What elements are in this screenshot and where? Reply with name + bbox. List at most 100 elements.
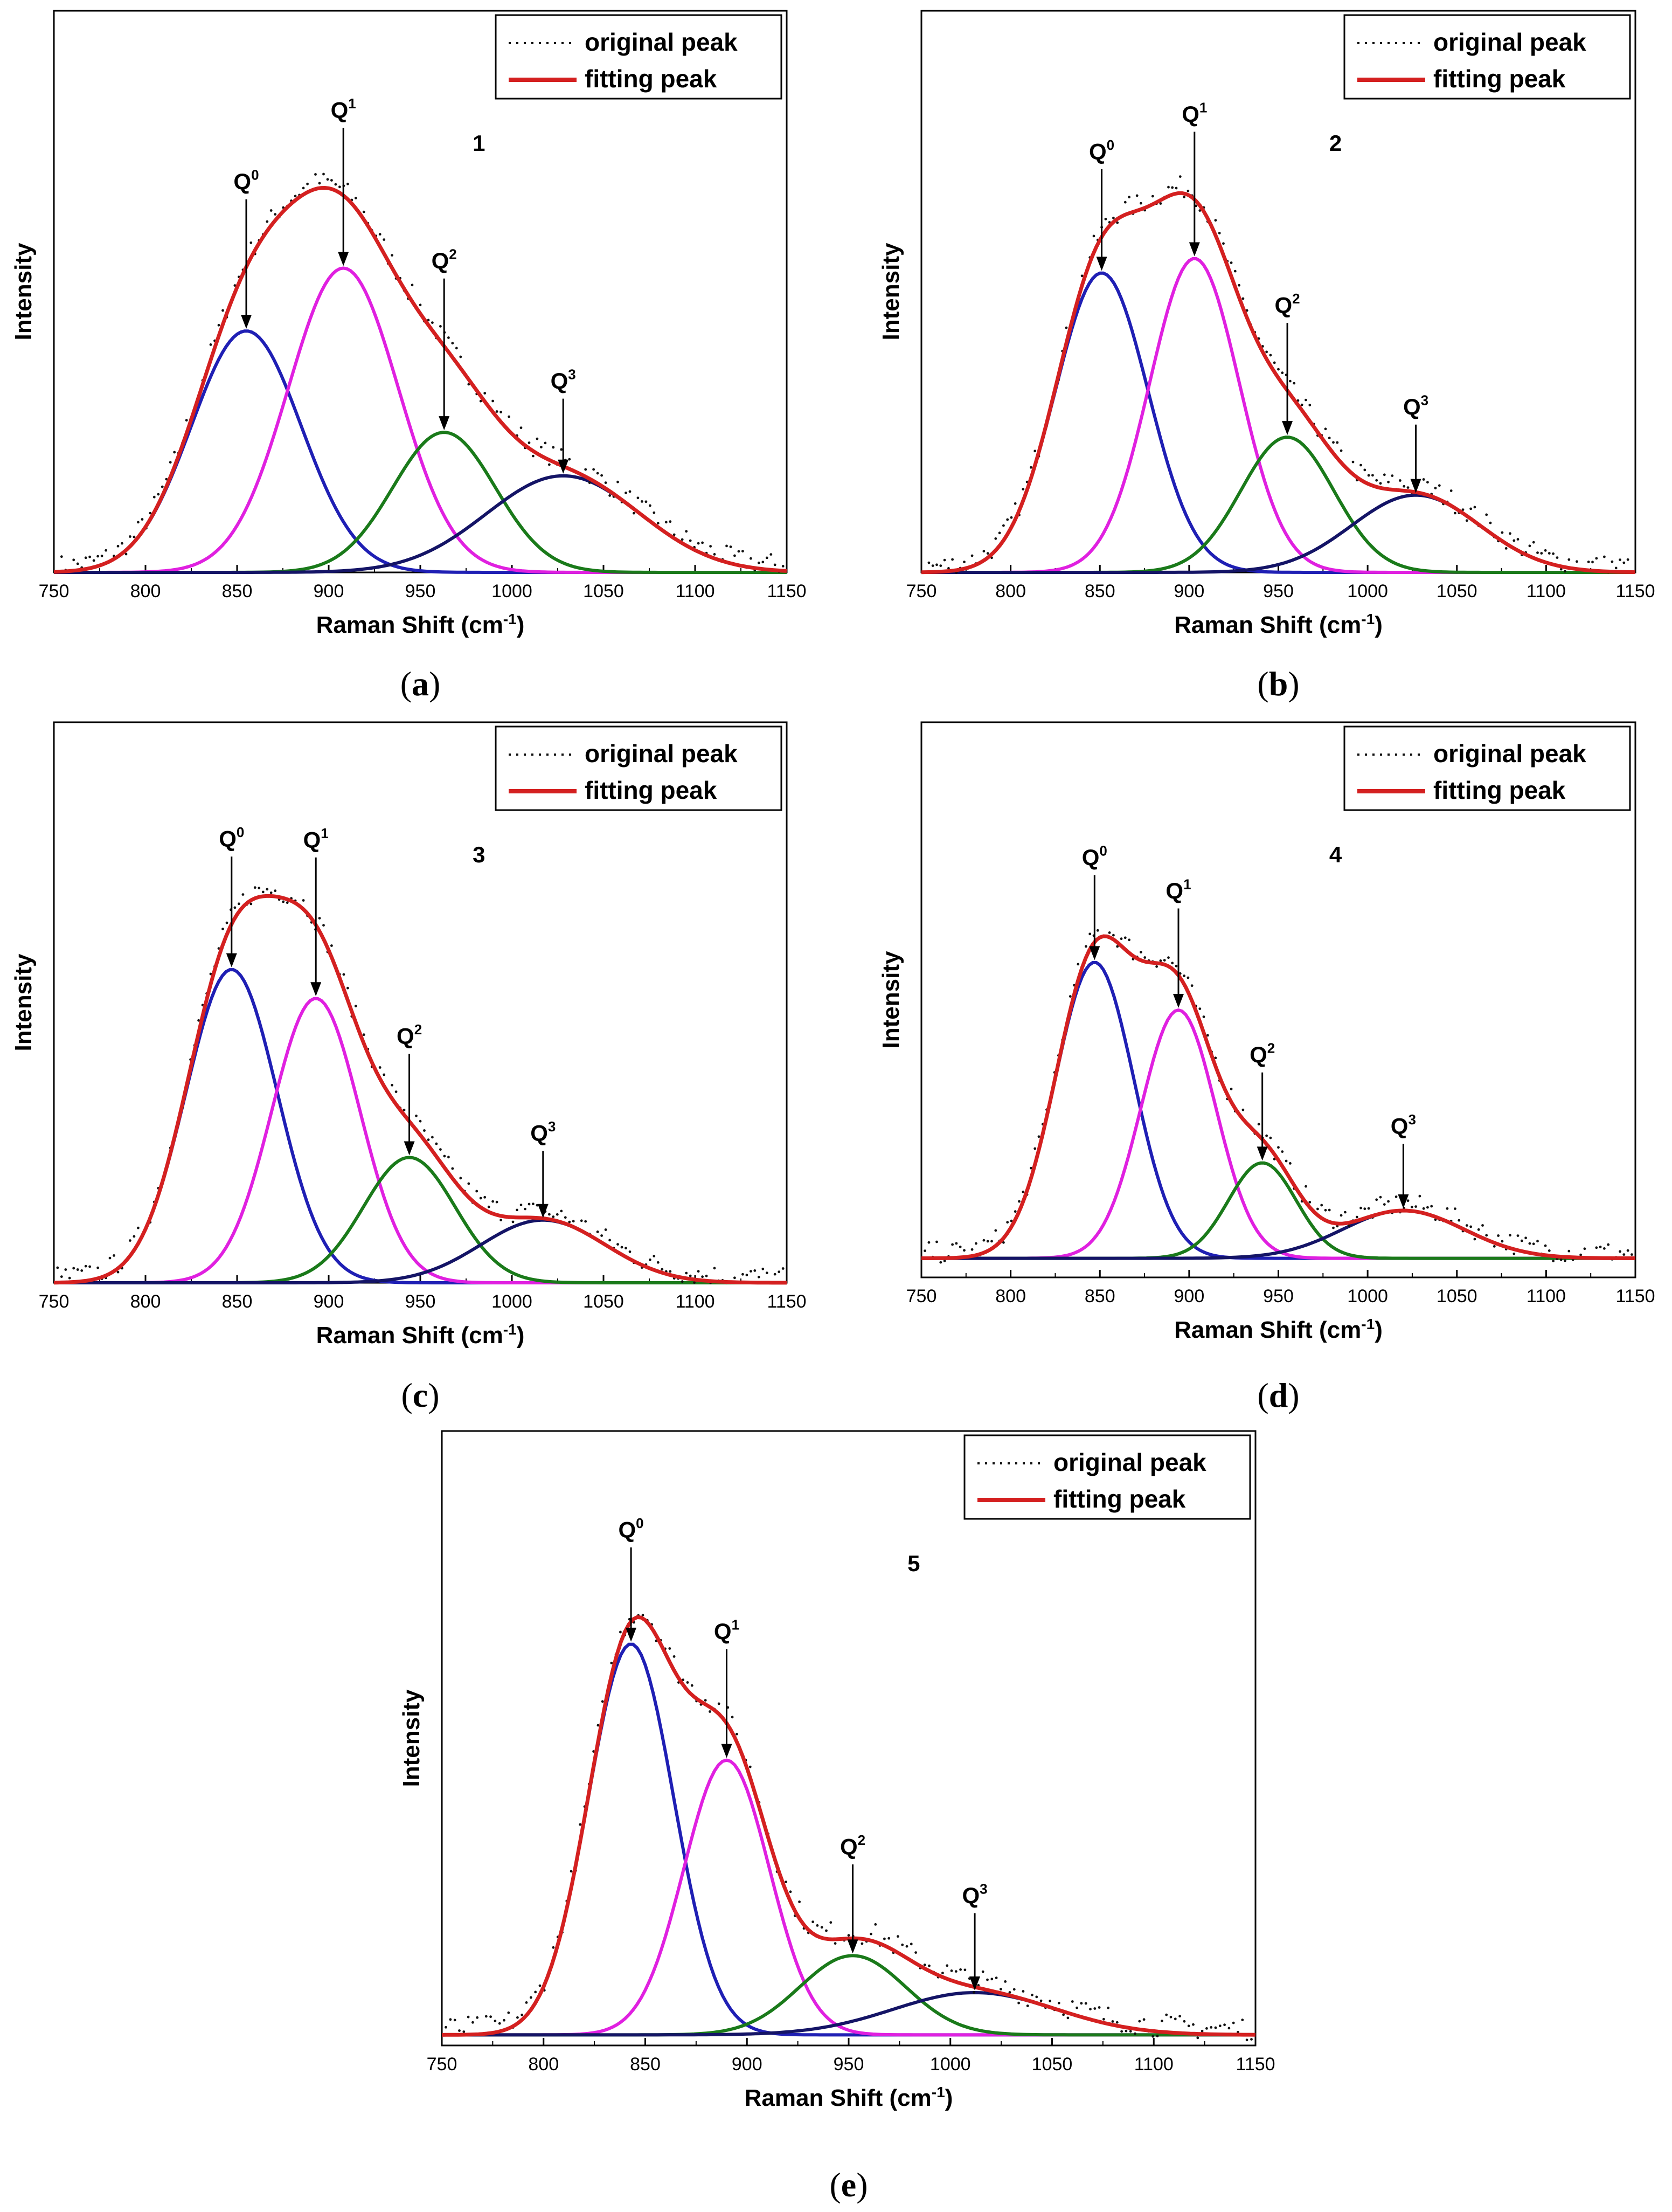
original-data-point (108, 1256, 112, 1260)
original-data-point (994, 537, 997, 540)
original-data-point (939, 1261, 942, 1264)
original-data-point (689, 1274, 692, 1277)
fitting-peak-curve (53, 894, 787, 1285)
original-data-point (169, 461, 172, 464)
original-data-point (258, 887, 261, 889)
original-data-point (1446, 1207, 1449, 1210)
original-data-point (963, 561, 966, 563)
original-data-point (1151, 195, 1154, 198)
original-data-point (1080, 2002, 1083, 2005)
series-q1-curve (54, 997, 787, 1284)
original-data-point (1167, 956, 1170, 959)
original-data-point (649, 504, 651, 507)
original-data-point (954, 1970, 958, 1973)
original-data-point (1214, 219, 1217, 222)
q0-label: Q0 (1082, 843, 1107, 870)
original-data-point (1022, 1990, 1025, 1993)
original-data-point (1532, 541, 1535, 544)
original-data-point (924, 1249, 926, 1253)
q2-label: Q2 (397, 1021, 422, 1049)
original-data-point (419, 303, 422, 307)
original-data-point (483, 392, 487, 395)
original-data-point (592, 468, 595, 471)
original-data-point (1227, 2027, 1231, 2030)
original-data-point (685, 1271, 688, 1275)
original-data-point (1422, 1207, 1425, 1210)
original-data-point (596, 472, 599, 475)
original-data-point (88, 1265, 92, 1268)
annotation-arrow-head (1282, 421, 1293, 436)
original-data-point (943, 558, 946, 562)
original-data-point (1218, 2024, 1222, 2028)
original-data-point (1022, 488, 1025, 490)
original-data-point (672, 1655, 676, 1658)
original-data-point (302, 186, 305, 190)
annotation-arrow-head (338, 252, 349, 266)
original-data-point (1183, 974, 1186, 977)
original-data-point (1151, 2035, 1155, 2038)
original-data-point (737, 550, 740, 553)
original-data-point (1300, 403, 1303, 406)
original-data-point (1190, 984, 1194, 987)
original-data-point (1269, 1136, 1272, 1139)
original-data-point (672, 533, 676, 536)
annotation-arrow-head (1398, 1194, 1409, 1208)
original-data-point (1037, 1135, 1040, 1138)
original-data-point (1603, 1247, 1606, 1250)
original-data-point (1528, 1242, 1531, 1245)
original-data-point (238, 902, 240, 905)
original-data-point (141, 518, 144, 521)
x-tick-label: 900 (314, 1291, 344, 1312)
original-data-point (704, 1699, 707, 1702)
original-data-point (717, 1702, 720, 1705)
original-data-point (1065, 326, 1068, 329)
original-data-point (1111, 2020, 1114, 2023)
x-axis-label: Raman Shift (cm-1) (1174, 1316, 1383, 1343)
original-data-point (467, 383, 470, 386)
original-data-point (342, 973, 345, 976)
original-data-point (552, 1946, 555, 1949)
original-data-point (1516, 1234, 1520, 1238)
panel-caption: (a) (400, 665, 441, 703)
original-data-point (105, 549, 108, 552)
original-data-point (1084, 2002, 1087, 2005)
x-tick-label: 850 (1085, 1286, 1115, 1307)
original-data-point (1214, 2026, 1217, 2029)
original-data-point (636, 496, 640, 500)
original-data-point (588, 481, 591, 484)
original-data-point (1336, 1225, 1339, 1228)
original-data-point (534, 1990, 537, 1994)
original-data-point (152, 495, 156, 499)
original-data-point (689, 539, 692, 542)
original-data-point (157, 493, 160, 496)
q0-label: Q0 (219, 824, 244, 852)
original-data-point (628, 1250, 632, 1253)
original-data-point (411, 284, 414, 287)
original-data-point (1481, 1224, 1484, 1227)
original-data-point (829, 1921, 832, 1924)
original-data-point (1112, 934, 1115, 937)
original-data-point (641, 1614, 644, 1617)
original-data-point (1062, 2013, 1065, 2016)
original-data-point (498, 2022, 501, 2025)
original-data-point (600, 474, 603, 477)
original-data-point (664, 521, 668, 524)
original-data-point (354, 1005, 357, 1007)
original-data-point (931, 564, 934, 567)
original-data-point (656, 1261, 660, 1264)
original-data-point (1159, 959, 1162, 962)
original-data-point (165, 478, 168, 481)
x-axis-label: Raman Shift (cm-1) (316, 611, 525, 638)
original-data-point (1210, 2026, 1213, 2029)
annotation-arrow-head (404, 1141, 415, 1156)
original-data-point (560, 448, 563, 451)
original-data-point (834, 1942, 837, 1945)
original-data-point (439, 1148, 442, 1151)
original-data-point (1281, 1150, 1284, 1153)
original-data-point (914, 1951, 917, 1954)
original-data-point (489, 2015, 492, 2019)
original-data-point (1391, 474, 1394, 477)
original-data-point (1379, 1195, 1382, 1199)
original-data-point (1348, 1224, 1351, 1227)
original-data-point (1085, 945, 1087, 948)
